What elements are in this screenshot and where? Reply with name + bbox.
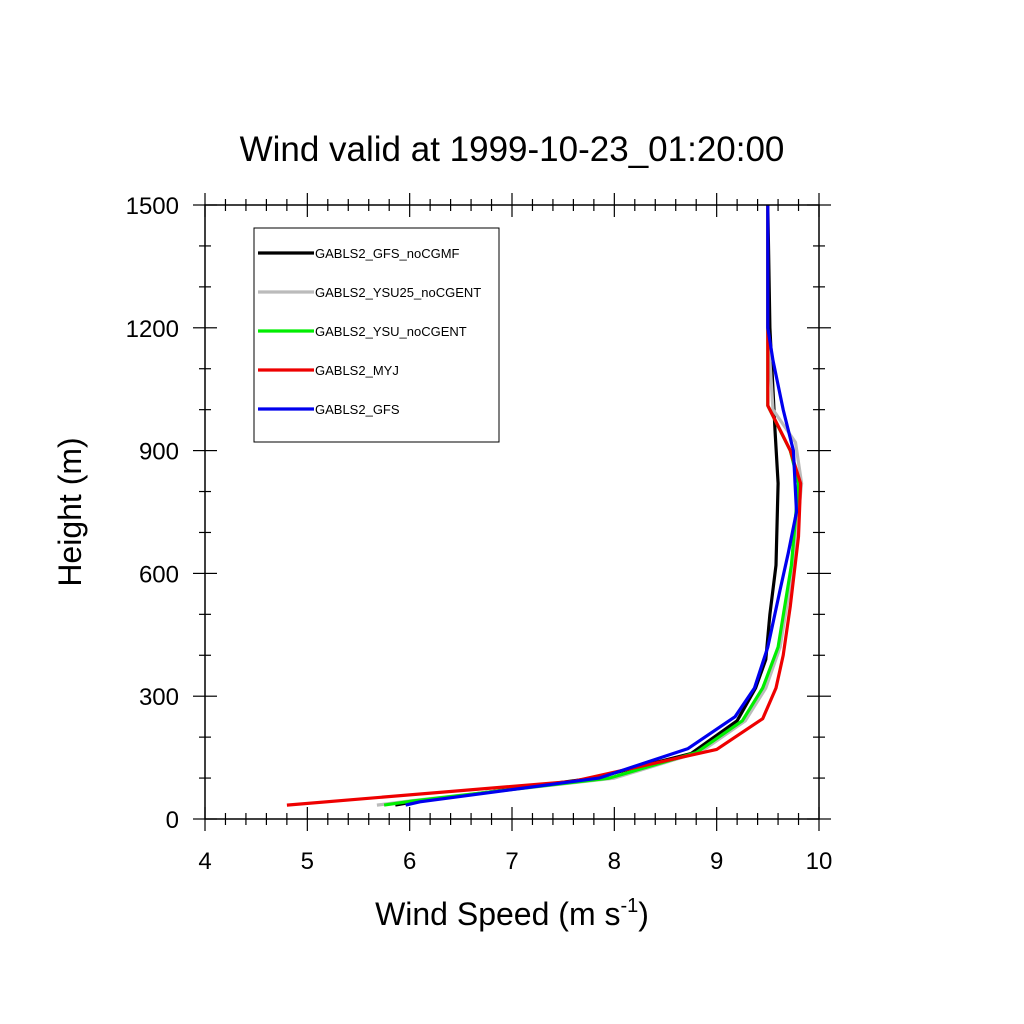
legend-entries: GABLS2_GFS_noCGMF GABLS2_YSU25_noCGENT GAB… — [258, 246, 481, 417]
legend-label-3: GABLS2_YSU_noCGENT — [315, 324, 467, 339]
y-tick-label: 0 — [166, 807, 179, 834]
axis-ticks — [193, 193, 831, 831]
series-line-5 — [405, 205, 799, 807]
series-line-4 — [286, 205, 803, 807]
x-axis-label-superscript: -1 — [620, 895, 638, 917]
legend-box — [253, 227, 500, 443]
x-tick-label: 8 — [608, 848, 621, 875]
y-tick-label: 1500 — [126, 193, 179, 220]
legend-label-1: GABLS2_GFS_noCGMF — [315, 246, 460, 261]
y-tick-label: 300 — [139, 684, 179, 711]
x-tick-label: 6 — [403, 848, 416, 875]
y-tick-label: 900 — [139, 439, 179, 466]
legend-label-4: GABLS2_MYJ — [315, 363, 399, 378]
y-tick-label: 600 — [139, 561, 179, 588]
y-axis-label: Height (m) — [52, 437, 88, 586]
chart-title: Wind valid at 1999-10-23_01:20:00 — [240, 130, 785, 169]
tick-labels: 4 5 6 7 8 9 10 0 300 600 900 1200 1500 — [126, 193, 833, 875]
x-tick-label: 5 — [301, 848, 314, 875]
x-tick-label: 4 — [198, 848, 211, 875]
legend: GABLS2_GFS_noCGMF GABLS2_YSU25_noCGENT GAB… — [253, 227, 500, 443]
x-tick-label: 10 — [806, 848, 833, 875]
legend-label-2: GABLS2_YSU25_noCGENT — [315, 285, 481, 300]
y-tick-label: 1200 — [126, 316, 179, 343]
x-tick-label: 9 — [710, 848, 723, 875]
x-axis-label: Wind Speed (m s-1) — [375, 895, 649, 932]
series-layer — [286, 204, 804, 807]
legend-label-5: GABLS2_GFS — [315, 402, 400, 417]
x-tick-label: 7 — [505, 848, 518, 875]
plot-frame — [204, 204, 820, 820]
